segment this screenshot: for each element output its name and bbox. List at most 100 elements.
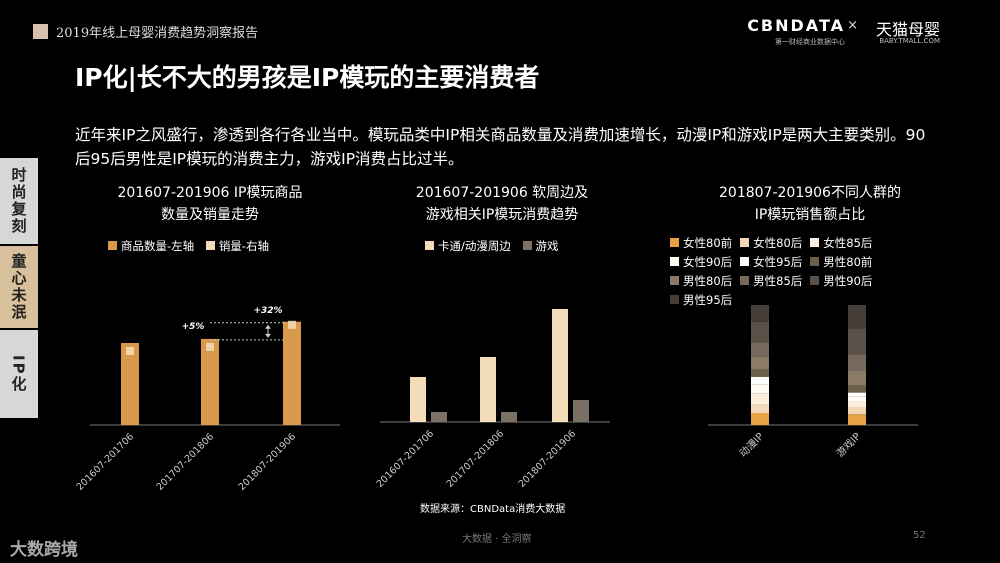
stacked-segment [848, 329, 866, 355]
stacked-segment [751, 321, 769, 343]
legend-item: 女性90后 [670, 253, 732, 272]
stacked-segment [848, 392, 866, 397]
legend-swatch [205, 241, 215, 250]
stacked-segment [848, 354, 866, 371]
tmall-baby-logo-sub: BABY.TMALL.COM [879, 37, 940, 45]
chart3-title-line1: 201807-201906不同人群的 [719, 185, 901, 201]
data-source: 数据来源：CBNData消费大数据 [420, 504, 566, 515]
legend-item: 女性95后 [740, 253, 802, 272]
annotation-arrowhead-down [265, 333, 271, 338]
chart1-title: 201607-201906 IP模玩商品 数量及销量走势 [80, 182, 340, 226]
chart2-title-line1: 201607-201906 软周边及 [415, 185, 589, 201]
stacked-segment [751, 356, 769, 370]
legend-label: 商品数量-左轴 [121, 239, 195, 253]
legend-item: 男性80后 [670, 272, 732, 291]
side-tab-childlike[interactable]: 童心未泯 [0, 246, 38, 328]
legend-label: 男性95后 [683, 293, 733, 307]
bar-item-count [121, 343, 139, 425]
report-title: 2019年线上母婴消费趋势洞察报告 [56, 26, 259, 41]
legend-label: 男性80后 [683, 274, 733, 288]
stacked-segment [848, 407, 866, 415]
legend-swatch [740, 257, 750, 266]
chart2-title: 201607-201906 软周边及 游戏相关IP模玩消费趋势 [372, 182, 632, 226]
legend-swatch [810, 257, 820, 266]
legend-label: 男性80前 [823, 255, 873, 269]
x-tick-label: 201807-201906 [517, 428, 578, 489]
legend-item: 男性85后 [740, 272, 802, 291]
x-tick-label: 201707-201806 [445, 428, 506, 489]
bar-anime [410, 377, 426, 422]
chart1-title-line2: 数量及销量走势 [161, 207, 259, 223]
stacked-segment [751, 377, 769, 385]
brand-separator: × [847, 18, 858, 33]
bar-anime [552, 309, 568, 422]
side-tab-ip[interactable]: IP化 [0, 330, 38, 418]
legend-swatch [670, 238, 679, 247]
legend-swatch [810, 238, 820, 247]
legend-label: 男性90后 [823, 274, 873, 288]
annotation-growth-sales: +32% [253, 306, 282, 316]
legend-label: 女性85后 [823, 236, 873, 250]
annotation-growth-count: +5% [182, 322, 205, 332]
cbndata-logo: CBNDATA [747, 16, 845, 35]
page-title: IP化|长不大的男孩是IP模玩的主要消费者 [75, 63, 540, 92]
legend-swatch [810, 276, 820, 285]
stacked-segment [848, 371, 866, 386]
legend-label: 游戏 [535, 239, 559, 253]
legend-label: 男性85后 [753, 274, 803, 288]
stacked-segment [751, 305, 769, 322]
report-header: 2019年线上母婴消费趋势洞察报告 [22, 20, 322, 44]
chart3-title: 201807-201906不同人群的 IP模玩销售额占比 [670, 182, 950, 226]
x-tick-label: 201607-201706 [375, 428, 436, 489]
stacked-segment [751, 404, 769, 413]
page-number: 52 [913, 530, 926, 541]
x-tick-label: 201607-201706 [75, 431, 136, 492]
bar-item-count [283, 321, 301, 425]
bar-sales-marker [126, 347, 134, 355]
chart2-plot: 201607-201706 201707-201806 201807-201906 [375, 309, 610, 490]
legend-label: 卡通/动漫周边 [438, 239, 511, 253]
stacked-segment [848, 401, 866, 407]
footer-slogan: 大数据 · 全洞察 [462, 534, 532, 545]
annotation-arrowhead-up [265, 324, 271, 329]
legend-item: 商品数量-左轴 [108, 238, 194, 254]
side-tab-fashion-retro[interactable]: 时尚复刻 [0, 158, 38, 244]
legend-label: 女性80后 [753, 236, 803, 250]
legend-item: 女性85后 [810, 234, 872, 253]
chart1-legend: 商品数量-左轴 销量-右轴 [108, 238, 277, 254]
chart3-legend: 女性80前 女性80后 女性85后女性90后 女性95后 男性80前男性80后 男性85后… [670, 234, 945, 310]
legend-label: 女性90后 [683, 255, 733, 269]
legend-item: 男性80前 [810, 253, 872, 272]
stacked-segment [848, 414, 866, 425]
bar-game [431, 412, 447, 422]
stacked-segment [848, 305, 866, 329]
legend-item: 男性90后 [810, 272, 872, 291]
chart1-title-line1: 201607-201906 IP模玩商品 [117, 185, 303, 201]
tmall-baby-logo: 天猫母婴 [875, 20, 940, 39]
legend-item: 男性95后 [670, 291, 732, 310]
chart2-title-line2: 游戏相关IP模玩消费趋势 [425, 207, 579, 223]
bar-sales-marker [288, 320, 296, 329]
header-square-icon [33, 24, 48, 39]
stacked-segment [848, 396, 866, 401]
legend-item: 卡通/动漫周边 [425, 238, 511, 254]
legend-swatch [522, 241, 532, 250]
legend-swatch [740, 238, 750, 247]
legend-swatch [108, 241, 117, 250]
legend-label: 销量-右轴 [218, 239, 269, 253]
chart3-title-line2: IP模玩销售额占比 [754, 207, 866, 223]
legend-item: 女性80前 [670, 234, 732, 253]
x-tick-label: 游戏IP [833, 430, 863, 460]
stacked-segment [751, 393, 769, 405]
chart2-legend: 卡通/动漫周边 游戏 [425, 238, 567, 254]
stacked-segment [751, 369, 769, 377]
bar-anime [480, 357, 496, 422]
legend-swatch [425, 241, 434, 250]
legend-label: 女性95后 [753, 255, 803, 269]
legend-item: 游戏 [522, 238, 559, 254]
stacked-segment [848, 385, 866, 393]
bar-item-count [201, 338, 219, 425]
stacked-segment [751, 384, 769, 394]
legend-swatch [670, 276, 679, 285]
legend-swatch [670, 295, 679, 304]
